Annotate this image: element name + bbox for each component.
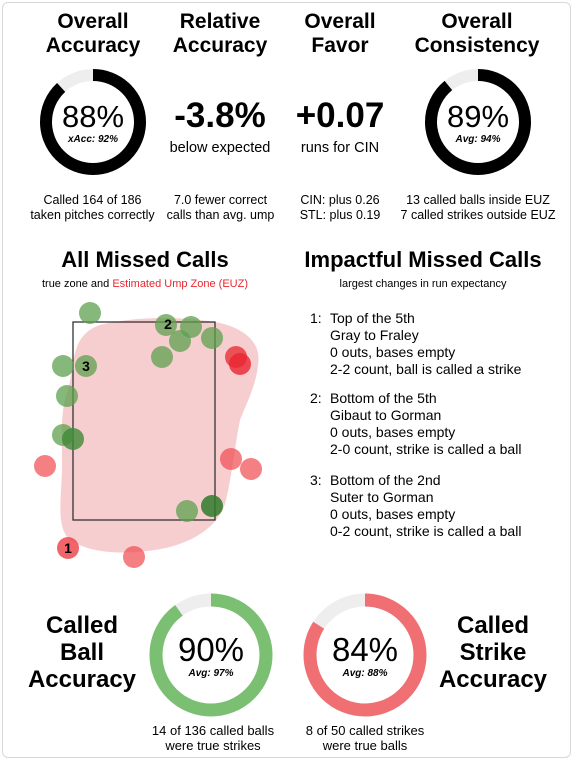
- impactful-item-1: 1: Top of the 5th Gray to Fraley 0 outs, …: [310, 310, 522, 377]
- pitch-green: [201, 495, 223, 517]
- called-ball-desc: 14 of 136 called balls were true strikes: [151, 723, 275, 753]
- called-ball-title: Called Ball Accuracy: [27, 612, 137, 693]
- missed-label-2: 2: [164, 316, 172, 332]
- pitch-green: [169, 330, 191, 352]
- called-strike-value: 84%: [331, 631, 399, 668]
- called-ball-value: 90%: [177, 631, 245, 668]
- pitch-red: [123, 546, 145, 568]
- pitch-green: [75, 355, 97, 377]
- pitch-green: [62, 428, 84, 450]
- overall-consistency-ring: [425, 69, 531, 175]
- missed-calls-subtitle: true zone and Estimated Ump Zone (EUZ): [41, 278, 249, 290]
- impactful-title: Impactful Missed Calls: [304, 247, 542, 272]
- called-strike-avg: Avg: 88%: [342, 668, 388, 679]
- pitch-green: [176, 500, 198, 522]
- pitch-red: [229, 353, 251, 375]
- called-strike-desc: 8 of 50 called strikes were true balls: [305, 723, 425, 753]
- called-ball-ring: [149, 593, 273, 717]
- relative-accuracy-label: below expected: [169, 140, 271, 156]
- pitch-green: [79, 302, 101, 324]
- pitch-green: [155, 314, 177, 336]
- impactful-num: 2:: [310, 390, 322, 406]
- overall-consistency-desc: 13 called balls inside EUZ 7 called strik…: [400, 193, 556, 222]
- pitch-red: [57, 537, 79, 559]
- missed-label-3: 3: [82, 358, 90, 374]
- impactful-item-2: 2: Bottom of the 5th Gibaut to Gorman 0 o…: [310, 390, 522, 457]
- overall-accuracy-ring: [40, 69, 146, 175]
- pitch-green: [52, 355, 74, 377]
- euz-region: [60, 318, 259, 553]
- relative-accuracy-value: -3.8%: [174, 96, 266, 135]
- strike-zone: [72, 321, 216, 521]
- called-strike-title: Called Strike Accuracy: [438, 612, 548, 693]
- relative-accuracy-desc: 7.0 fewer correct calls than avg. ump: [166, 193, 275, 222]
- overall-favor-desc: CIN: plus 0.26 STL: plus 0.19: [299, 193, 381, 222]
- missed-calls-title: All Missed Calls: [61, 247, 229, 272]
- called-strike-ring: [303, 593, 427, 717]
- overall-favor-label: runs for CIN: [300, 140, 380, 156]
- pitch-red: [34, 455, 56, 477]
- overall-favor-title: Overall Favor: [304, 10, 376, 57]
- impactful-num: 1:: [310, 310, 322, 326]
- pitch-green: [201, 327, 223, 349]
- called-ball-avg: Avg: 97%: [188, 668, 234, 679]
- overall-accuracy-value: 88%: [61, 99, 125, 134]
- pitch-green: [56, 385, 78, 407]
- overall-consistency-value: 89%: [446, 99, 510, 134]
- overall-consistency-title: Overall Consistency: [414, 10, 540, 57]
- pitch-green: [151, 346, 173, 368]
- overall-favor-value: +0.07: [295, 96, 385, 135]
- pitch-red: [220, 448, 242, 470]
- overall-accuracy-title: Overall Accuracy: [45, 10, 141, 57]
- overall-consistency-avg: Avg: 94%: [455, 134, 501, 145]
- relative-accuracy-title: Relative Accuracy: [172, 10, 268, 57]
- pitch-red: [240, 458, 262, 480]
- impactful-subtitle: largest changes in run expectancy: [339, 278, 507, 290]
- missed-label-1: 1: [64, 540, 72, 556]
- overall-accuracy-desc: Called 164 of 186 taken pitches correctly: [30, 193, 155, 222]
- impactful-item-3: 3: Bottom of the 2nd Suter to Gorman 0 ou…: [310, 472, 522, 539]
- pitch-points: [34, 302, 262, 568]
- impactful-num: 3:: [310, 472, 322, 488]
- missed-calls-plot: 1 2 3: [34, 302, 262, 568]
- overall-accuracy-xacc: xAcc: 92%: [67, 134, 119, 145]
